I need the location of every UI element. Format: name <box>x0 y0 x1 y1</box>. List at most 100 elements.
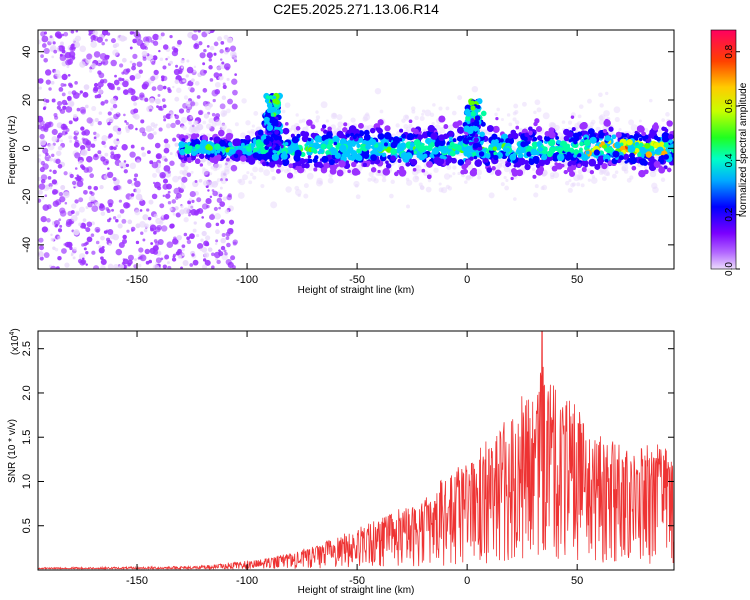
ridge-mark <box>562 144 570 152</box>
haze-mark <box>649 98 653 103</box>
noise-mark <box>167 265 172 269</box>
ridge-mark <box>278 160 283 166</box>
ridge-mark <box>363 134 371 141</box>
noise-mark <box>134 180 141 188</box>
ridge-mark <box>314 135 322 143</box>
noise-mark <box>73 141 80 148</box>
ridge-mark <box>213 159 219 164</box>
haze-mark <box>306 172 314 180</box>
noise-mark <box>221 233 226 238</box>
noise-mark <box>73 246 78 251</box>
haze-mark <box>578 104 584 109</box>
noise-mark <box>58 45 66 52</box>
noise-mark <box>206 44 210 48</box>
ridge-mark <box>425 138 432 145</box>
noise-mark <box>163 214 170 220</box>
noise-mark <box>38 183 46 190</box>
haze-mark <box>598 115 604 121</box>
haze-mark <box>500 117 504 122</box>
noise-mark <box>40 31 46 37</box>
noise-mark <box>52 246 56 250</box>
ridge-mark <box>305 141 311 146</box>
noise-mark <box>137 263 142 268</box>
noise-mark <box>134 209 141 216</box>
ridge-mark <box>548 127 555 134</box>
ridge-mark <box>413 133 418 138</box>
noise-mark <box>164 158 168 162</box>
noise-mark <box>113 146 117 151</box>
ridge-mark <box>580 121 588 130</box>
ridge-mark <box>484 158 489 163</box>
noise-mark <box>42 123 49 131</box>
haze-mark <box>433 167 439 173</box>
noise-mark <box>175 119 181 125</box>
noise-mark <box>123 264 128 269</box>
noise-mark <box>95 133 100 138</box>
haze-mark <box>439 127 446 134</box>
noise-mark <box>135 223 141 229</box>
ridge-mark <box>246 140 250 145</box>
x-tick-label: 50 <box>571 575 583 587</box>
noise-mark <box>114 74 117 78</box>
noise-mark <box>211 112 216 117</box>
noise-mark <box>43 57 48 63</box>
ridge-mark <box>492 146 498 151</box>
ridge-mark <box>268 161 276 168</box>
ridge-mark <box>663 142 669 148</box>
haze-mark <box>532 167 536 172</box>
noise-mark <box>202 62 206 66</box>
ridge-mark <box>520 141 527 148</box>
noise-mark <box>49 186 53 190</box>
noise-mark <box>131 65 136 71</box>
haze-mark <box>505 178 509 183</box>
haze-mark <box>652 186 659 194</box>
noise-mark <box>205 235 211 241</box>
ridge-mark <box>201 135 208 142</box>
ridge-mark <box>349 136 354 141</box>
ridge-mark <box>384 132 392 140</box>
spike-mark <box>266 107 272 113</box>
noise-mark <box>71 180 77 186</box>
ridge-mark <box>325 150 330 155</box>
ridge-mark <box>285 122 289 126</box>
noise-mark <box>144 97 149 102</box>
haze-mark <box>315 179 323 187</box>
noise-mark <box>113 153 120 161</box>
noise-mark <box>117 223 123 229</box>
haze-mark <box>272 176 276 180</box>
noise-mark <box>212 98 216 103</box>
ridge-mark <box>536 141 543 147</box>
ridge-mark <box>506 162 511 167</box>
noise-mark <box>171 50 179 57</box>
ridge-mark <box>579 141 584 147</box>
noise-mark <box>59 224 63 228</box>
ridge-mark <box>349 154 356 161</box>
ridge-mark <box>404 156 410 162</box>
noise-mark <box>107 228 114 236</box>
noise-mark <box>182 79 186 83</box>
noise-mark <box>223 249 227 253</box>
noise-mark <box>169 34 173 39</box>
noise-mark <box>171 46 176 51</box>
noise-mark <box>38 198 42 203</box>
haze-mark <box>577 169 583 175</box>
noise-mark <box>158 49 161 53</box>
noise-mark <box>148 259 152 264</box>
noise-mark <box>203 48 207 53</box>
noise-mark <box>40 160 46 166</box>
haze-mark <box>330 124 336 130</box>
ridge-mark <box>639 158 647 166</box>
spike-mark <box>474 115 481 121</box>
ridge-mark <box>291 162 297 169</box>
ridge-mark <box>667 167 672 173</box>
ridge-mark <box>509 153 517 161</box>
noise-mark <box>38 154 42 157</box>
noise-mark <box>75 212 80 216</box>
noise-mark <box>105 207 110 211</box>
haze-mark <box>504 185 510 191</box>
haze-mark <box>661 118 665 122</box>
haze-mark <box>464 180 468 184</box>
haze-mark <box>513 103 519 109</box>
noise-mark <box>138 69 143 74</box>
